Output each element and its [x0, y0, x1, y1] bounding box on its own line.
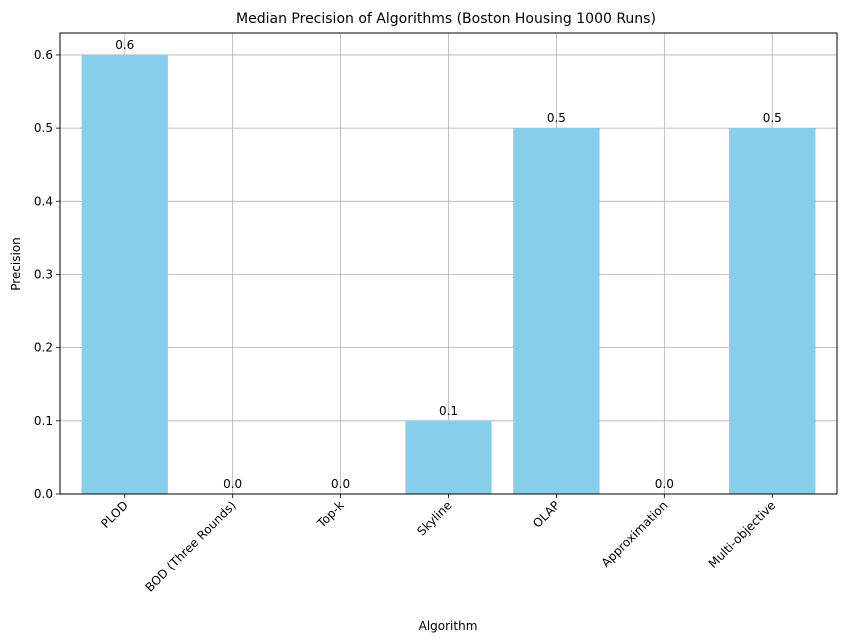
- data-label: 0.5: [763, 111, 782, 125]
- bar: [513, 128, 600, 494]
- y-tick-label: 0.4: [34, 194, 53, 208]
- data-label: 0.1: [439, 404, 458, 418]
- data-labels: 0.6 0.0 0.0 0.1 0.5 0.0 0.5: [115, 38, 782, 491]
- bar: [405, 420, 492, 494]
- y-axis: 0.0 0.1 0.2 0.3 0.4 0.5 0.6: [34, 48, 60, 501]
- x-axis-label: Algorithm: [419, 619, 478, 633]
- bars: [81, 54, 816, 494]
- y-tick-label: 0.3: [34, 267, 53, 281]
- x-tick-label: BOD (Three Rounds): [142, 498, 238, 594]
- data-label: 0.0: [655, 477, 674, 491]
- x-tick-label: OLAP: [530, 498, 562, 530]
- bar: [729, 128, 816, 494]
- x-tick-label: Approximation: [599, 498, 671, 570]
- x-tick-label: Skyline: [414, 498, 454, 538]
- x-axis: PLOD BOD (Three Rounds) Top-k Skyline OLAP Ap…: [98, 494, 778, 595]
- data-label: 0.5: [547, 111, 566, 125]
- data-label: 0.0: [331, 477, 350, 491]
- bar: [81, 54, 168, 494]
- y-tick-label: 0.0: [34, 487, 53, 501]
- y-axis-label: Precision: [9, 237, 23, 291]
- data-label: 0.0: [223, 477, 242, 491]
- data-label: 0.6: [115, 38, 134, 52]
- x-tick-label: PLOD: [98, 498, 131, 531]
- x-tick-label: Multi-objective: [706, 498, 779, 571]
- y-tick-label: 0.2: [34, 341, 53, 355]
- chart-title: Median Precision of Algorithms (Boston H…: [236, 11, 656, 27]
- x-tick-label: Top-k: [314, 498, 347, 531]
- y-tick-label: 0.6: [34, 48, 53, 62]
- y-tick-label: 0.1: [34, 414, 53, 428]
- y-tick-label: 0.5: [34, 121, 53, 135]
